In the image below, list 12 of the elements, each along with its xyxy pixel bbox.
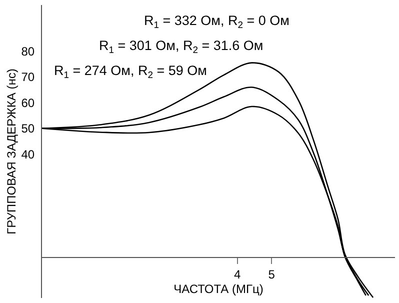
y-tick-label: 50 bbox=[21, 122, 35, 136]
x-tick-label: 5 bbox=[268, 267, 276, 282]
y-tick-label: 40 bbox=[21, 147, 35, 162]
y-tick-label: 80 bbox=[21, 44, 35, 58]
x-tick-label: 4 bbox=[234, 267, 242, 282]
annotation: R$_{1}$ = 301 Ом, R$_{2}$ = 31.6 Ом bbox=[99, 38, 264, 56]
annotation: R$_{1}$ = 274 Ом, R$_{2}$ = 59 Ом bbox=[54, 63, 207, 81]
x-axis-title: ЧАСТОТА (МГц) bbox=[174, 282, 264, 296]
annotation: R$_{1}$ = 332 Ом, R$_{2}$ = 0 Ом bbox=[144, 13, 290, 31]
y-tick-label: 70 bbox=[21, 70, 35, 84]
y-tick-label: 60 bbox=[21, 96, 35, 110]
y-axis-title: ГРУППОВАЯ ЗАДЕРЖКА (нс) bbox=[4, 68, 19, 234]
